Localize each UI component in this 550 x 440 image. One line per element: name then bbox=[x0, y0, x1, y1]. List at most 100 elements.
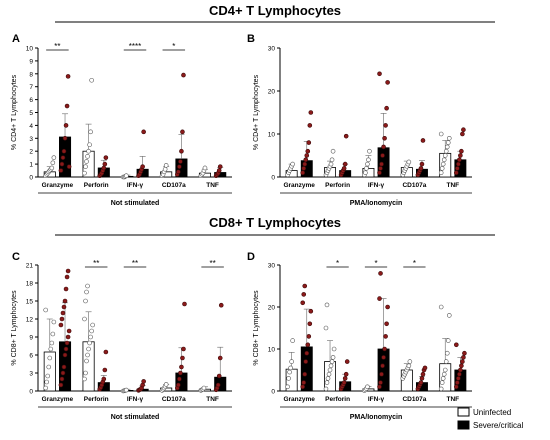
panel-A: A 0 1 2 3 4 5 6 7 8 9 10 % CD4+ T Lymphocytes Granzym… bbox=[11, 33, 232, 207]
data-point bbox=[438, 131, 444, 137]
data-point bbox=[341, 166, 347, 171]
y-axis-title: % CD8+ T Lymphocytes bbox=[11, 290, 18, 366]
data-point bbox=[162, 166, 168, 172]
data-point bbox=[62, 298, 68, 304]
data-point bbox=[418, 380, 424, 385]
x-tick-label: CD107a bbox=[162, 182, 186, 189]
data-point bbox=[65, 74, 71, 79]
data-point bbox=[82, 316, 87, 322]
data-point bbox=[385, 304, 390, 310]
data-point bbox=[343, 133, 349, 139]
data-point bbox=[216, 168, 222, 173]
data-point bbox=[48, 346, 54, 352]
y-tick-label: 0 bbox=[271, 389, 275, 396]
data-point bbox=[64, 340, 70, 346]
data-point bbox=[58, 168, 64, 173]
data-point bbox=[89, 328, 94, 334]
data-point bbox=[140, 164, 145, 169]
panel-D: D 0 10 20 30 % CD8+ T Lymphocytes Granzyme Perf… bbox=[247, 251, 472, 421]
data-point bbox=[306, 140, 312, 145]
data-point bbox=[302, 371, 308, 377]
data-point bbox=[379, 371, 384, 377]
data-point bbox=[365, 161, 370, 167]
panel-letter: C bbox=[12, 251, 20, 263]
data-point bbox=[65, 268, 71, 274]
data-point bbox=[288, 365, 293, 371]
data-point bbox=[446, 313, 452, 318]
data-point bbox=[303, 157, 309, 163]
cd4-section-title: CD4+ T Lymphocytes bbox=[209, 3, 341, 18]
data-point bbox=[365, 384, 370, 390]
data-point bbox=[327, 367, 333, 373]
data-point bbox=[141, 379, 146, 384]
data-point bbox=[60, 155, 66, 160]
significance-label: * bbox=[374, 259, 377, 268]
data-point bbox=[329, 359, 335, 364]
data-point bbox=[87, 340, 92, 346]
data-point bbox=[406, 159, 412, 165]
significance-label: * bbox=[413, 259, 416, 268]
data-point bbox=[305, 148, 311, 154]
data-point bbox=[444, 144, 450, 150]
data-point bbox=[84, 159, 89, 164]
x-tick-label: TNF bbox=[206, 182, 219, 189]
x-tick-label: Perforin bbox=[325, 182, 350, 189]
data-point bbox=[62, 136, 68, 141]
data-point bbox=[290, 161, 295, 167]
x-axis-title: PMA/Ionomycin bbox=[350, 414, 403, 421]
data-point bbox=[61, 148, 67, 154]
data-point bbox=[377, 296, 382, 301]
x-tick-label: Perforin bbox=[84, 182, 109, 189]
data-point bbox=[324, 380, 330, 385]
data-point bbox=[441, 157, 447, 163]
panel-letter: D bbox=[247, 251, 255, 263]
panel-letter: B bbox=[247, 33, 255, 45]
data-point bbox=[287, 369, 292, 375]
data-point bbox=[308, 110, 314, 115]
data-point bbox=[83, 298, 88, 304]
x-tick-label: Granzyme bbox=[42, 182, 74, 189]
x-tick-label: CD107a bbox=[162, 396, 186, 403]
x-tick-label: IFN-γ bbox=[127, 396, 144, 403]
data-point bbox=[43, 307, 48, 313]
data-point bbox=[89, 77, 94, 83]
data-point bbox=[66, 328, 72, 334]
data-point bbox=[180, 129, 185, 135]
data-point bbox=[438, 304, 444, 310]
data-point bbox=[88, 334, 93, 340]
data-point bbox=[285, 384, 290, 390]
y-tick-label: 9 bbox=[29, 58, 33, 65]
data-point bbox=[382, 136, 387, 141]
data-point bbox=[177, 376, 182, 382]
data-point bbox=[103, 155, 109, 160]
data-point bbox=[420, 371, 426, 377]
data-point bbox=[328, 161, 334, 167]
data-point bbox=[307, 321, 313, 327]
data-point bbox=[289, 359, 294, 364]
cd8-section-title: CD8+ T Lymphocytes bbox=[209, 215, 341, 230]
data-point bbox=[461, 127, 466, 132]
data-point bbox=[306, 334, 312, 339]
data-point bbox=[181, 72, 186, 78]
data-point bbox=[342, 376, 348, 381]
significance-label: * bbox=[172, 42, 175, 51]
y-tick-label: 7 bbox=[29, 84, 33, 91]
data-point bbox=[90, 322, 95, 328]
y-axis-title: % CD8+ T Lymphocytes bbox=[253, 290, 260, 366]
y-tick-label: 3 bbox=[29, 136, 33, 143]
x-axis-title: Not stimulated bbox=[111, 414, 160, 421]
significance-label: * bbox=[336, 259, 339, 268]
data-point bbox=[377, 384, 382, 390]
data-point bbox=[102, 367, 108, 373]
y-tick-label: 30 bbox=[268, 263, 276, 270]
data-point bbox=[381, 355, 386, 360]
data-point bbox=[439, 380, 445, 385]
data-point bbox=[82, 170, 87, 176]
y-tick-label: 10 bbox=[26, 46, 34, 53]
data-point bbox=[180, 355, 185, 361]
data-point bbox=[442, 153, 448, 158]
significance-label: ** bbox=[132, 259, 138, 268]
data-point bbox=[438, 170, 444, 175]
y-tick-label: 5 bbox=[29, 110, 33, 117]
